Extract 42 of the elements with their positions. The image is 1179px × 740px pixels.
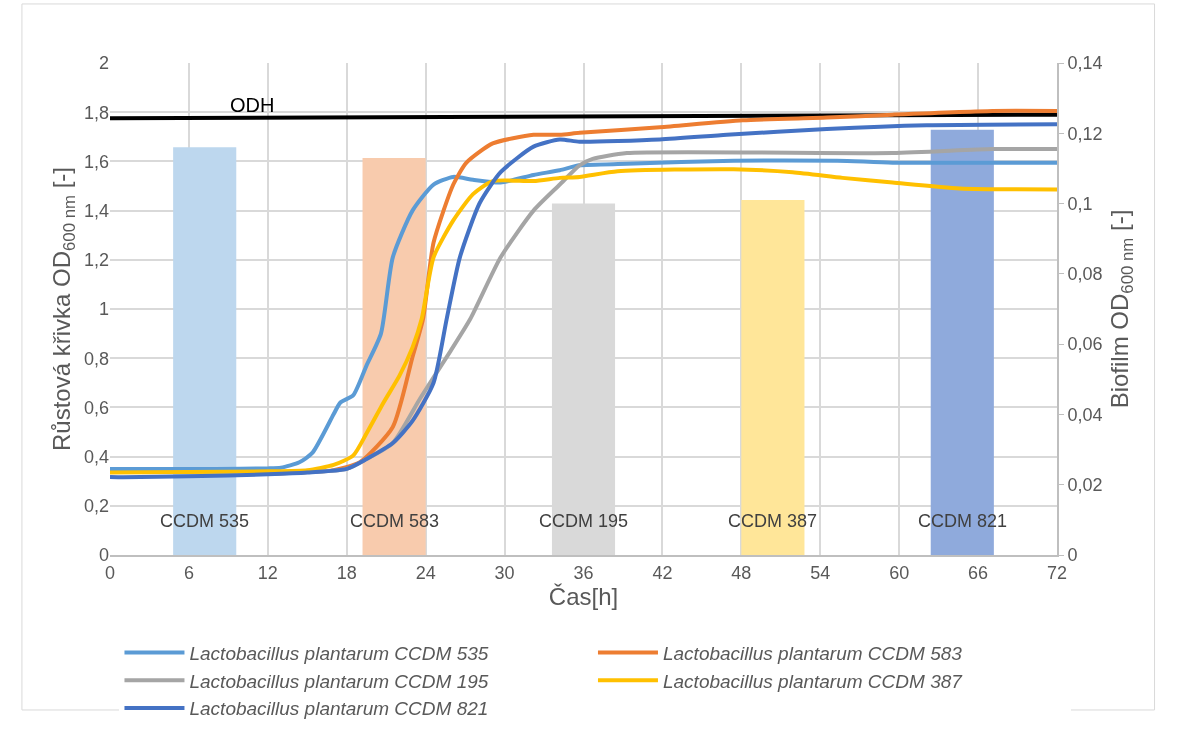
y-tick-label: 2 [98, 53, 109, 74]
y2-tick-label: 0,06 [1067, 334, 1103, 355]
y-tick-label: 0,6 [83, 397, 109, 418]
y-tick-label: 1,2 [83, 250, 109, 271]
y-tick-label: 1 [98, 299, 109, 320]
annotation: CCDM 535 [160, 511, 250, 531]
legend-label: Lactobacillus plantarum CCDM 387 [662, 670, 964, 692]
y2-tick-label: 0,02 [1067, 475, 1103, 496]
y-tick-label: 1,8 [83, 102, 109, 123]
legend-label: Lactobacillus plantarum CCDM 821 [189, 698, 489, 720]
legend-label: Lactobacillus plantarum CCDM 583 [662, 642, 963, 664]
y2-tick-label: 0,14 [1067, 53, 1103, 74]
y-tick-label: 0,4 [83, 446, 109, 467]
x-tick-label: 6 [183, 562, 194, 583]
x-tick-label: 42 [652, 562, 673, 583]
x-tick-label: 24 [415, 562, 436, 583]
annotation: CCDM 583 [350, 511, 440, 531]
x-tick-label: 48 [731, 562, 752, 583]
y-tick-label: 0,2 [83, 496, 109, 517]
x-tick-label: 66 [968, 562, 989, 583]
x-tick-label: 36 [573, 562, 594, 583]
y-tick-label: 0 [98, 545, 109, 566]
x-tick-label: 60 [889, 562, 910, 583]
annotation: CCDM 195 [539, 511, 629, 531]
y-tick-label: 1,4 [83, 200, 109, 221]
y2-tick-label: 0,04 [1067, 404, 1103, 425]
annotation: CCDM 387 [728, 511, 818, 531]
x-axis-title: Čas[h] [548, 582, 619, 610]
y2-tick-label: 0 [1067, 545, 1078, 566]
y-tick-label: 0,8 [83, 348, 109, 369]
x-tick-label: 30 [494, 562, 515, 583]
y2-tick-label: 0,1 [1067, 193, 1093, 214]
legend-label: Lactobacillus plantarum CCDM 195 [189, 670, 489, 692]
y2-tick-label: 0,12 [1067, 123, 1103, 144]
x-tick-label: 18 [336, 562, 357, 583]
y-tick-label: 1,6 [83, 151, 109, 172]
series-label: ODH [230, 94, 275, 116]
x-tick-label: 12 [257, 562, 278, 583]
y2-tick-label: 0,08 [1067, 264, 1103, 285]
x-tick-label: 72 [1046, 562, 1068, 583]
legend-label: Lactobacillus plantarum CCDM 535 [189, 642, 489, 664]
x-tick-label: 54 [810, 562, 831, 583]
